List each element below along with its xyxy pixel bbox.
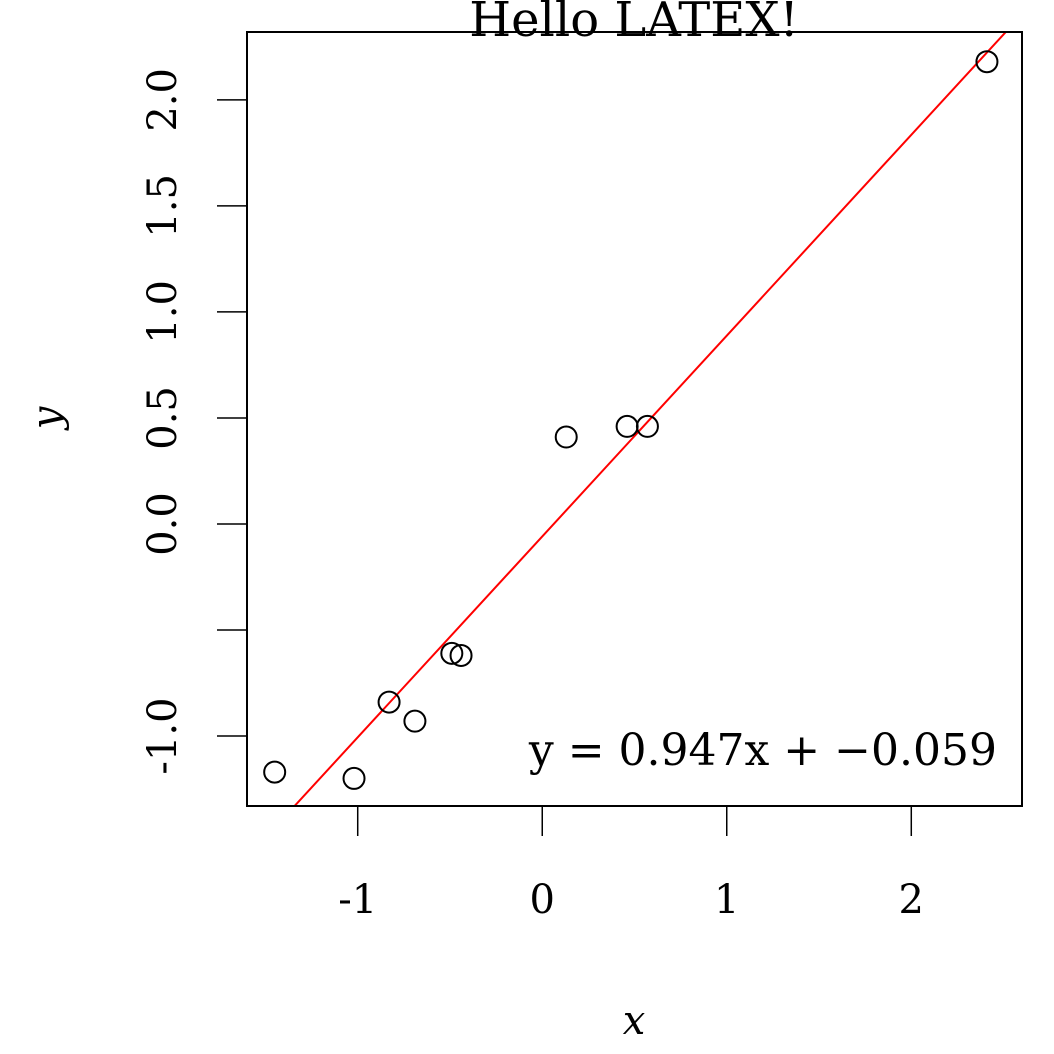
y-tick-label: 2.0 [140, 68, 186, 132]
y-tick-label: 0.0 [140, 492, 186, 556]
plot-layer [263, 32, 1008, 806]
y-tick-label: 0.5 [140, 386, 186, 450]
chart-title: Hello LATEX! [469, 0, 799, 48]
regression-line [293, 32, 1008, 806]
regression-equation: y = 0.947x + −0.059 [528, 725, 997, 776]
axes: -1 0 1 2 -1.0 0.0 0.5 1.0 1.5 2.0 [140, 68, 924, 923]
data-point [377, 690, 401, 714]
y-tick-label: 1.5 [140, 174, 186, 238]
data-point [440, 641, 464, 665]
plot-frame [246, 31, 1023, 807]
y-tick-label: 1.0 [140, 280, 186, 344]
x-tick-label: 1 [714, 877, 739, 923]
data-point [615, 414, 639, 438]
x-tick-label: 2 [899, 877, 924, 923]
data-point [554, 425, 578, 449]
data-point [263, 760, 287, 784]
y-tick-label: -1.0 [140, 697, 186, 774]
y-axis-label: y [24, 405, 70, 431]
data-point [975, 50, 999, 74]
x-tick-label: 0 [530, 877, 555, 923]
data-point [342, 766, 366, 790]
data-point [403, 709, 427, 733]
data-point [635, 414, 659, 438]
x-axis-label: x [623, 998, 646, 1044]
data-point [449, 643, 473, 667]
x-tick-label: -1 [338, 877, 377, 923]
